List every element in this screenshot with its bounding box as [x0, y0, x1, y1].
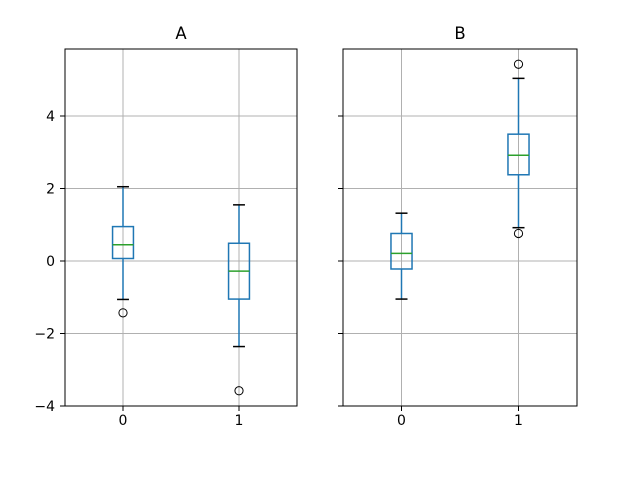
outlier-point — [234, 386, 244, 396]
y-tick-label: −2 — [34, 327, 55, 343]
box-group-0 — [111, 185, 135, 318]
axes-frame — [342, 48, 578, 407]
x-tick-label: 0 — [397, 413, 406, 429]
y-tick-label: 4 — [46, 109, 55, 125]
axes-frame — [64, 48, 298, 407]
subplot-b: 0 1 B — [338, 24, 578, 429]
subplot-title: A — [175, 24, 187, 43]
box-rect — [390, 232, 413, 270]
y-tick-label: 0 — [46, 254, 55, 270]
y-tick-label: 2 — [46, 182, 55, 198]
box-group-1 — [507, 59, 530, 239]
subplot-title: B — [454, 24, 465, 43]
subplot-a: 4 2 0 −2 −4 0 1 A — [34, 24, 298, 429]
box-rect — [111, 225, 135, 260]
box-group-0 — [390, 212, 413, 300]
box-group-1 — [227, 204, 251, 396]
x-tick-label: 0 — [119, 413, 128, 429]
y-tick-label: −4 — [34, 399, 55, 415]
x-tick-label: 1 — [235, 413, 244, 429]
outlier-point — [513, 59, 524, 69]
outlier-point — [513, 228, 524, 239]
x-tick-label: 1 — [514, 413, 523, 429]
outlier-point — [118, 308, 128, 318]
